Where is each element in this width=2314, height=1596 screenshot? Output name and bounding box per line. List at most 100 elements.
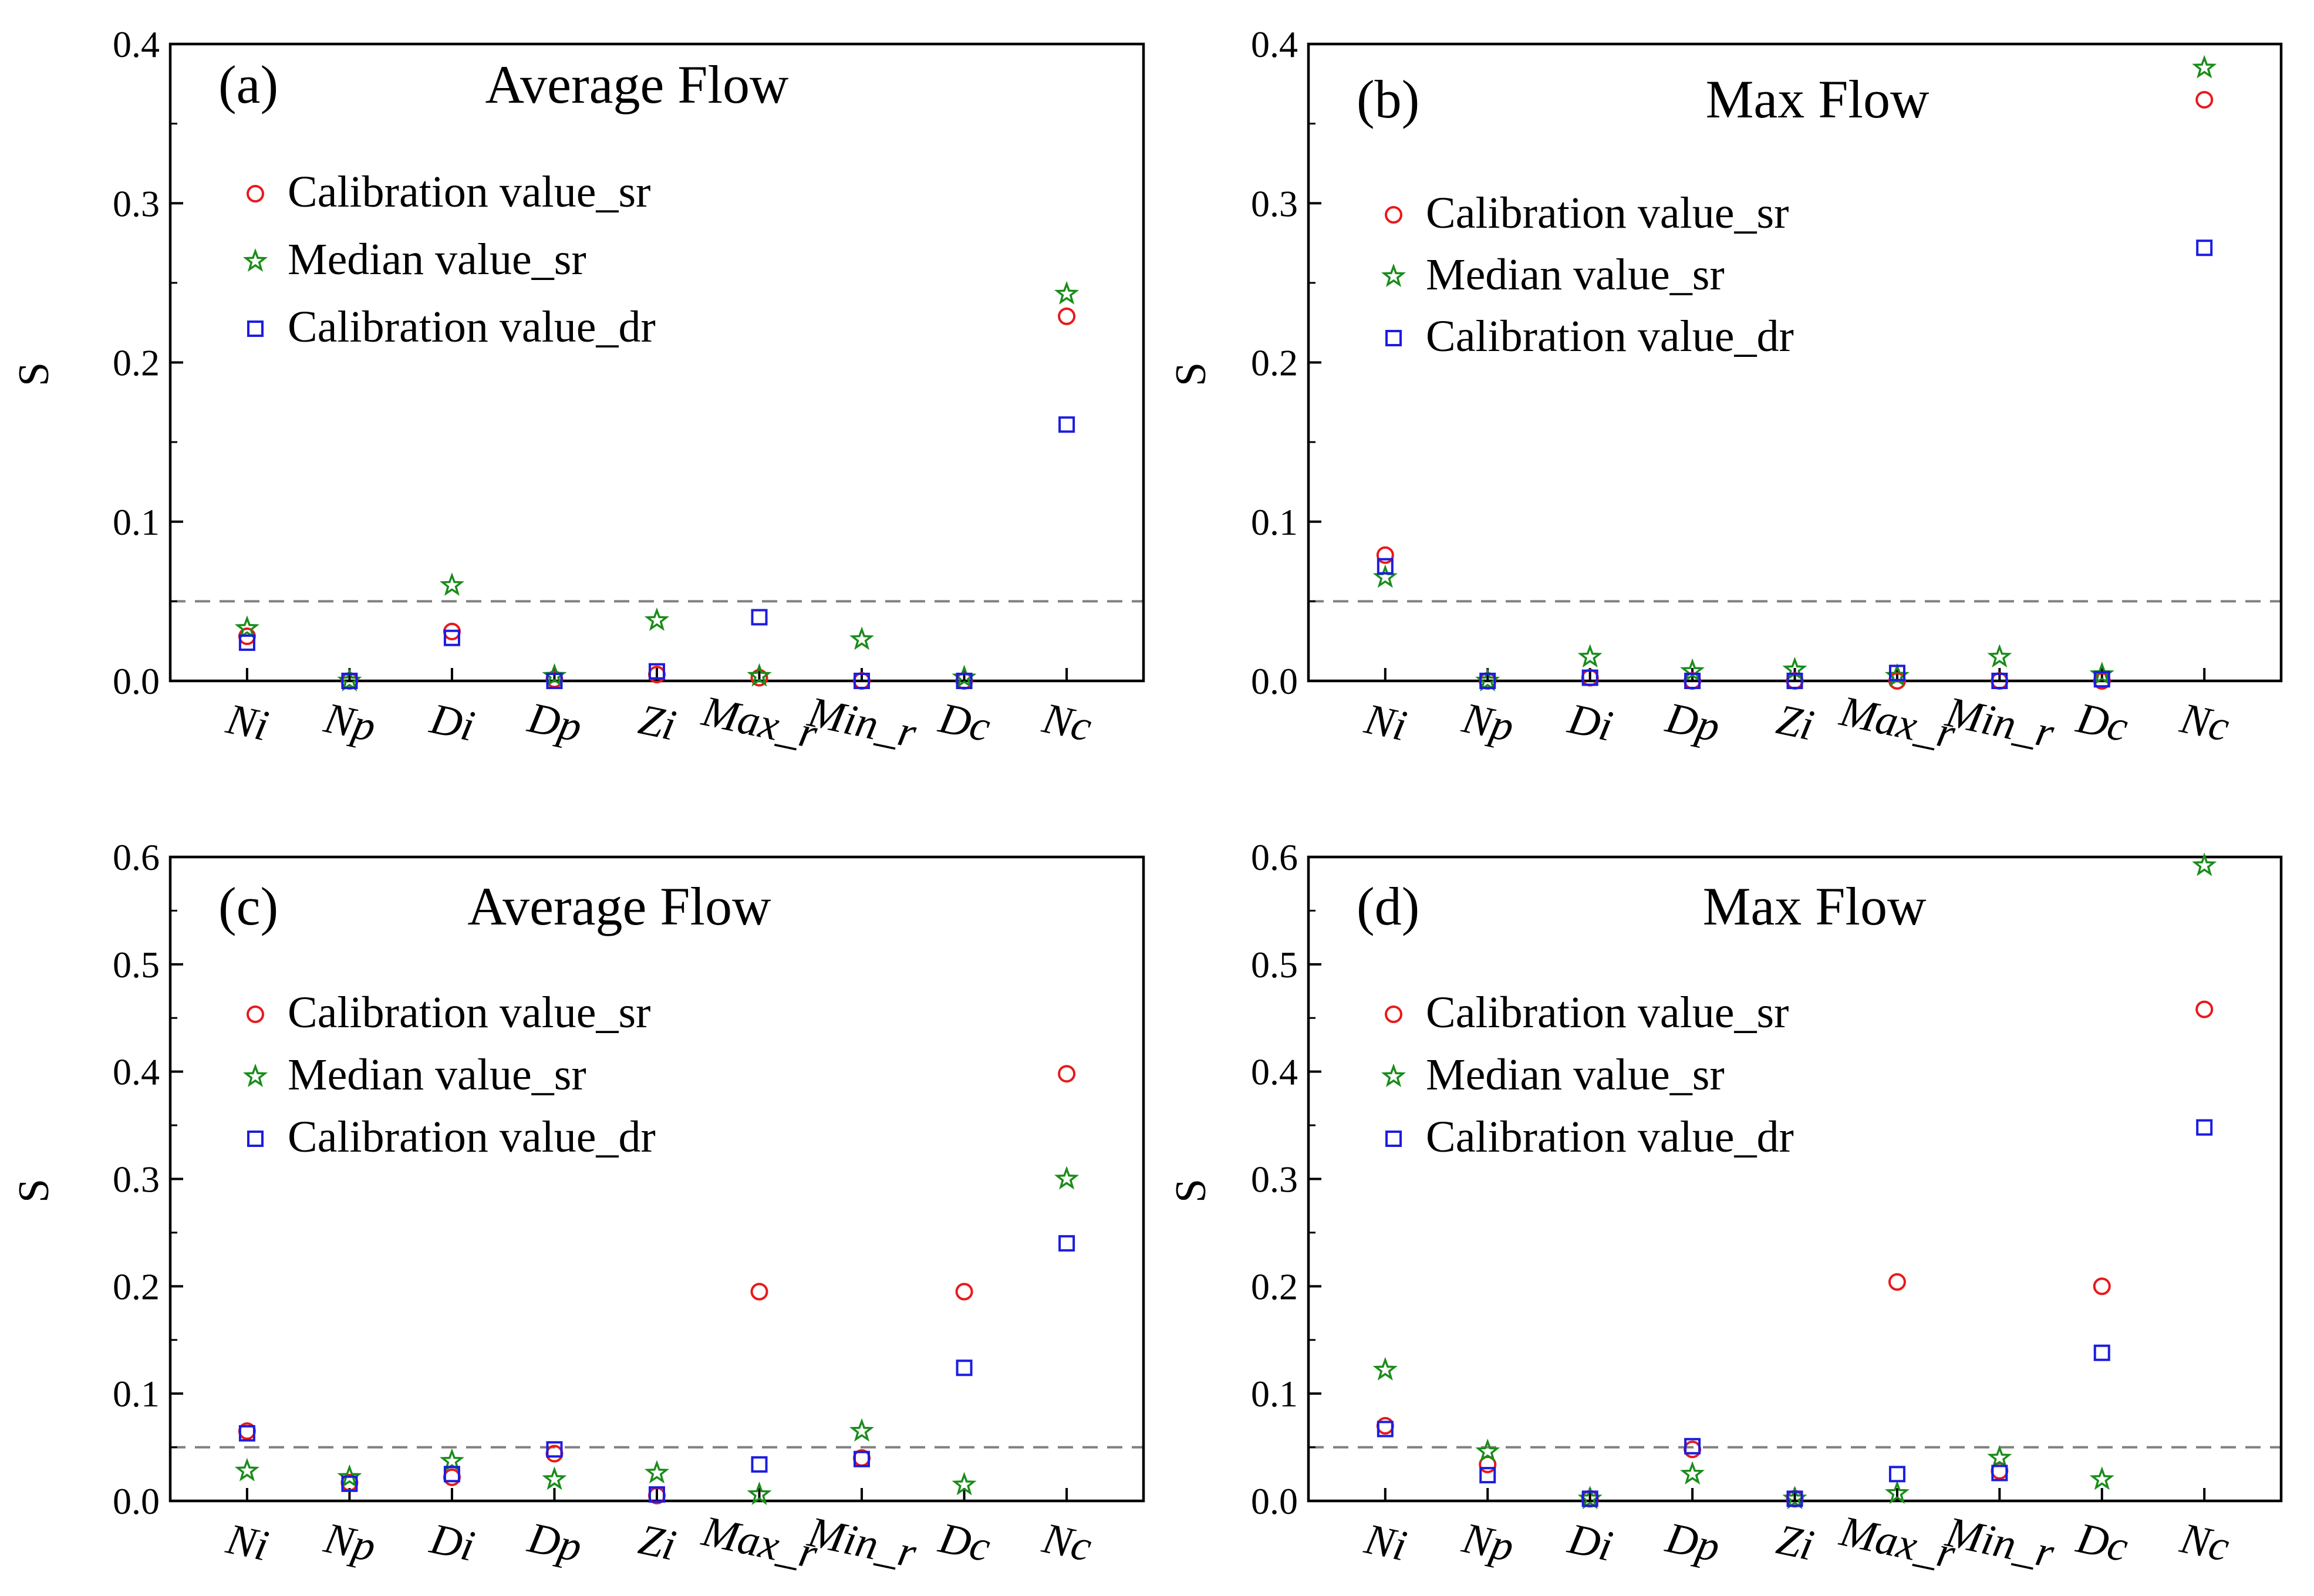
chart-title: Average Flow <box>485 55 789 114</box>
y-tick-label: 0.3 <box>1251 1159 1298 1200</box>
legend-label: Median value_sr <box>1426 1050 1725 1099</box>
legend-label: Calibration value_dr <box>288 302 656 352</box>
data-point <box>2196 1119 2213 1136</box>
panel-tag: (c) <box>218 876 278 936</box>
data-point <box>1987 1445 2012 1469</box>
legend-marker <box>247 320 264 337</box>
data-point <box>747 663 772 687</box>
y-tick-label: 0.6 <box>113 836 160 878</box>
data-point <box>337 1464 362 1488</box>
data-point <box>1991 1465 2008 1482</box>
data-point <box>1479 673 1496 689</box>
x-category-label: Max_r <box>1836 1507 1960 1578</box>
series-2 <box>238 416 1075 689</box>
data-point <box>1684 673 1701 689</box>
data-point <box>2089 1466 2114 1490</box>
x-category-label: Ni <box>222 695 272 751</box>
data-point <box>1058 1235 1075 1252</box>
chart-title: Max Flow <box>1706 69 1930 129</box>
x-category-label: Di <box>1564 1514 1617 1571</box>
y-tick-label: 0.4 <box>113 1051 160 1093</box>
legend: Calibration value_sr Median value_sr Calib… <box>1381 988 1794 1162</box>
legend-marker <box>247 1005 264 1023</box>
legend-label: Calibration value_dr <box>1426 312 1794 361</box>
data-point <box>443 1466 460 1483</box>
data-point <box>341 1475 358 1492</box>
data-point <box>439 1448 464 1472</box>
x-category-label: Nc <box>1038 1514 1096 1571</box>
data-point <box>1377 1420 1394 1438</box>
y-axis-label: S <box>10 1179 58 1203</box>
data-point <box>956 673 973 689</box>
data-point <box>443 629 460 646</box>
y-tick-label: 0.0 <box>113 660 160 702</box>
data-point <box>1054 281 1080 305</box>
x-category-label: Nc <box>1038 694 1096 751</box>
data-point <box>1884 1480 1910 1504</box>
legend-label: Median value_sr <box>288 1050 586 1099</box>
data-point <box>2192 55 2217 79</box>
series-2 <box>1377 239 2213 689</box>
x-category-label: Min_r <box>804 1508 921 1578</box>
legend-label: Median value_sr <box>1426 250 1725 299</box>
series-1 <box>1372 55 2217 691</box>
y-tick-label: 0.2 <box>113 342 160 384</box>
data-point <box>1475 1438 1500 1462</box>
x-category-label: Nc <box>2175 694 2234 751</box>
x-category-label: Min_r <box>1941 1508 2059 1578</box>
x-category-label: Np <box>1458 1514 1517 1571</box>
series-1 <box>1372 852 2217 1510</box>
x-category-label: Max_r <box>1836 687 1960 758</box>
data-point <box>750 1283 768 1301</box>
legend-marker <box>1385 1005 1402 1023</box>
legend-marker <box>1385 206 1402 224</box>
legend-label: Calibration value_dr <box>288 1112 656 1162</box>
data-point <box>1991 673 2008 689</box>
series-0 <box>238 307 1076 690</box>
y-axis-label: S <box>1167 1179 1215 1203</box>
data-point <box>2093 671 2110 688</box>
x-category-label: Ni <box>222 1515 272 1571</box>
chart-panel-c: 0.0 0.1 0.2 0.3 0.4 0.5 0.6 Ni Np Di Dp Zi Max_rMin_… <box>10 836 1145 1578</box>
y-axis-label: S <box>1167 362 1215 386</box>
legend-label: Median value_sr <box>288 235 586 284</box>
data-point <box>1987 644 2012 668</box>
legend-marker <box>1381 263 1406 287</box>
data-point <box>2192 852 2217 876</box>
x-category-label: Dc <box>935 694 995 751</box>
y-axis-label: S <box>10 362 58 386</box>
legend: Calibration value_sr Median value_sr Calib… <box>242 167 656 352</box>
legend-marker <box>1385 1131 1402 1147</box>
data-point <box>1058 416 1075 433</box>
legend-marker <box>247 1131 264 1147</box>
data-point <box>854 673 871 689</box>
panel-tag: (d) <box>1357 876 1419 936</box>
x-category-label: Nc <box>2175 1514 2234 1571</box>
x-category-label: Min_r <box>804 688 921 758</box>
data-point <box>750 669 768 687</box>
x-category-label: Ni <box>1360 695 1411 751</box>
y-tick-label: 0.0 <box>1251 660 1298 702</box>
legend-label: Calibration value_sr <box>288 167 650 217</box>
x-category-label: Np <box>320 1514 380 1571</box>
y-tick-label: 0.1 <box>113 501 160 543</box>
x-category-label: Dp <box>1661 693 1724 751</box>
x-category-label: Np <box>320 694 380 751</box>
data-point <box>2195 90 2214 109</box>
y-tick-label: 0.5 <box>1251 944 1298 986</box>
y-tick-label: 0.0 <box>1251 1480 1298 1522</box>
legend-marker <box>247 185 264 203</box>
data-point <box>1684 1438 1701 1455</box>
y-tick-label: 0.1 <box>1251 501 1298 543</box>
data-point <box>1888 1466 1905 1483</box>
chart-panel-d: 0.0 0.1 0.2 0.3 0.4 0.5 0.6 Ni Np Di Dp Zi Max_rMin_… <box>1167 836 2283 1578</box>
data-point <box>234 1457 259 1482</box>
x-category-label: Dc <box>935 1514 995 1571</box>
legend: Calibration value_sr Median value_sr Calib… <box>1381 188 1794 361</box>
data-point <box>644 607 670 631</box>
legend-marker <box>1385 330 1402 346</box>
data-point <box>439 572 464 596</box>
x-category-label: Ni <box>1360 1515 1411 1571</box>
